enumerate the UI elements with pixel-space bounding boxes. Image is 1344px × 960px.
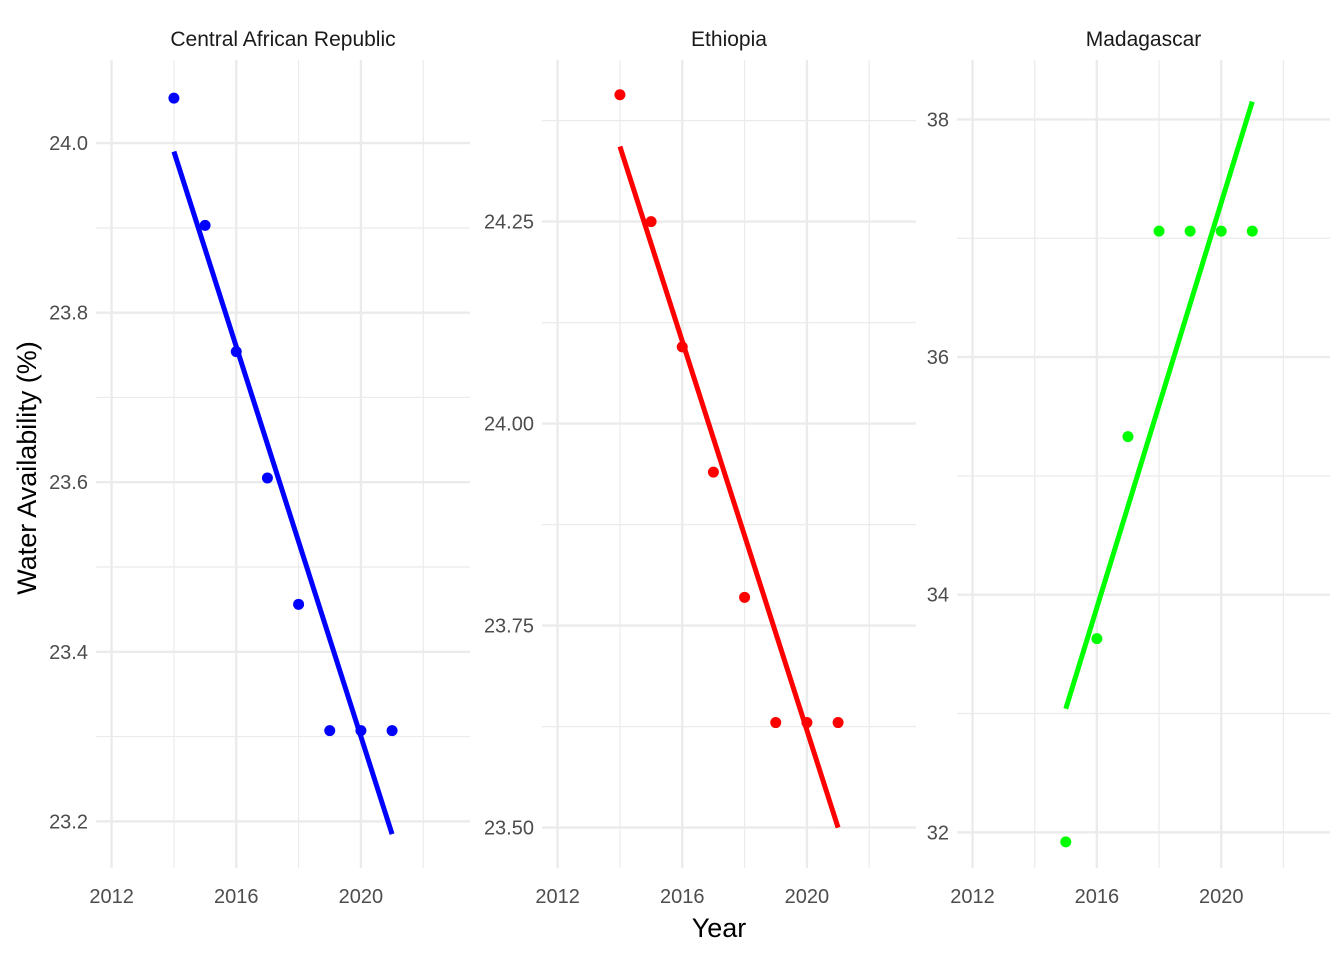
data-point bbox=[1246, 225, 1258, 237]
y-tick-label: 24.25 bbox=[484, 212, 534, 234]
data-point bbox=[770, 717, 782, 729]
data-point bbox=[261, 472, 273, 484]
y-tick-label: 24.0 bbox=[49, 133, 88, 155]
y-tick-label: 23.50 bbox=[484, 818, 534, 840]
y-tick-label: 23.75 bbox=[484, 616, 534, 638]
data-point bbox=[199, 219, 211, 231]
x-tick-label: 2016 bbox=[660, 886, 705, 908]
x-axis-title: Year bbox=[692, 913, 747, 943]
panel-title: Central African Republic bbox=[170, 28, 395, 51]
x-tick-label: 2012 bbox=[535, 886, 580, 908]
panel-1: 2012 2016 2020 23.50 23.75 24.00 24.25 Ethiopia bbox=[484, 28, 916, 908]
trend-line bbox=[171, 150, 395, 835]
data-point bbox=[1184, 225, 1196, 237]
data-point bbox=[293, 598, 305, 610]
y-tick-label: 23.2 bbox=[49, 811, 88, 833]
y-tick-label: 32 bbox=[927, 822, 949, 844]
trend-line bbox=[1063, 100, 1255, 710]
data-point bbox=[1153, 225, 1165, 237]
y-tick-label: 24.00 bbox=[484, 414, 534, 436]
x-tick-label: 2016 bbox=[1075, 886, 1120, 908]
x-tick-label: 2016 bbox=[214, 886, 259, 908]
data-point bbox=[614, 89, 626, 101]
x-tick-label: 2012 bbox=[89, 886, 134, 908]
panel-title: Madagascar bbox=[1086, 28, 1202, 51]
x-tick-label: 2012 bbox=[950, 886, 995, 908]
data-point bbox=[386, 725, 398, 737]
x-tick-label: 2020 bbox=[1199, 886, 1244, 908]
y-tick-label: 36 bbox=[927, 347, 949, 369]
x-tick-label: 2020 bbox=[785, 886, 830, 908]
data-point bbox=[1091, 633, 1103, 645]
data-point bbox=[1215, 225, 1227, 237]
panel-2: 2012 2016 2020 32 34 36 38 Madagascar bbox=[927, 28, 1330, 908]
data-point bbox=[676, 341, 688, 353]
data-point bbox=[645, 216, 657, 228]
x-tick-label: 2020 bbox=[339, 886, 384, 908]
y-axis-title: Water Availability (%) bbox=[12, 341, 42, 595]
panel-0: 2012 2016 2020 23.2 23.4 23.6 23.8 24.0 Central … bbox=[49, 28, 470, 908]
y-tick-label: 38 bbox=[927, 109, 949, 131]
data-point bbox=[230, 346, 242, 358]
data-point bbox=[1122, 431, 1134, 443]
trend-line bbox=[617, 145, 841, 829]
y-tick-label: 23.6 bbox=[49, 472, 88, 494]
facet-panels: 2012 2016 2020 23.2 23.4 23.6 23.8 24.0 Central … bbox=[49, 28, 1330, 908]
data-point bbox=[355, 725, 367, 737]
data-point bbox=[1060, 836, 1072, 848]
data-point bbox=[168, 92, 180, 104]
data-point bbox=[707, 466, 719, 478]
y-tick-label: 34 bbox=[927, 585, 949, 607]
y-tick-label: 23.4 bbox=[49, 642, 88, 664]
data-point bbox=[801, 717, 813, 729]
panel-title: Ethiopia bbox=[691, 28, 767, 51]
y-tick-label: 23.8 bbox=[49, 303, 88, 325]
data-point bbox=[739, 591, 751, 603]
data-point bbox=[832, 717, 844, 729]
data-point bbox=[324, 725, 336, 737]
